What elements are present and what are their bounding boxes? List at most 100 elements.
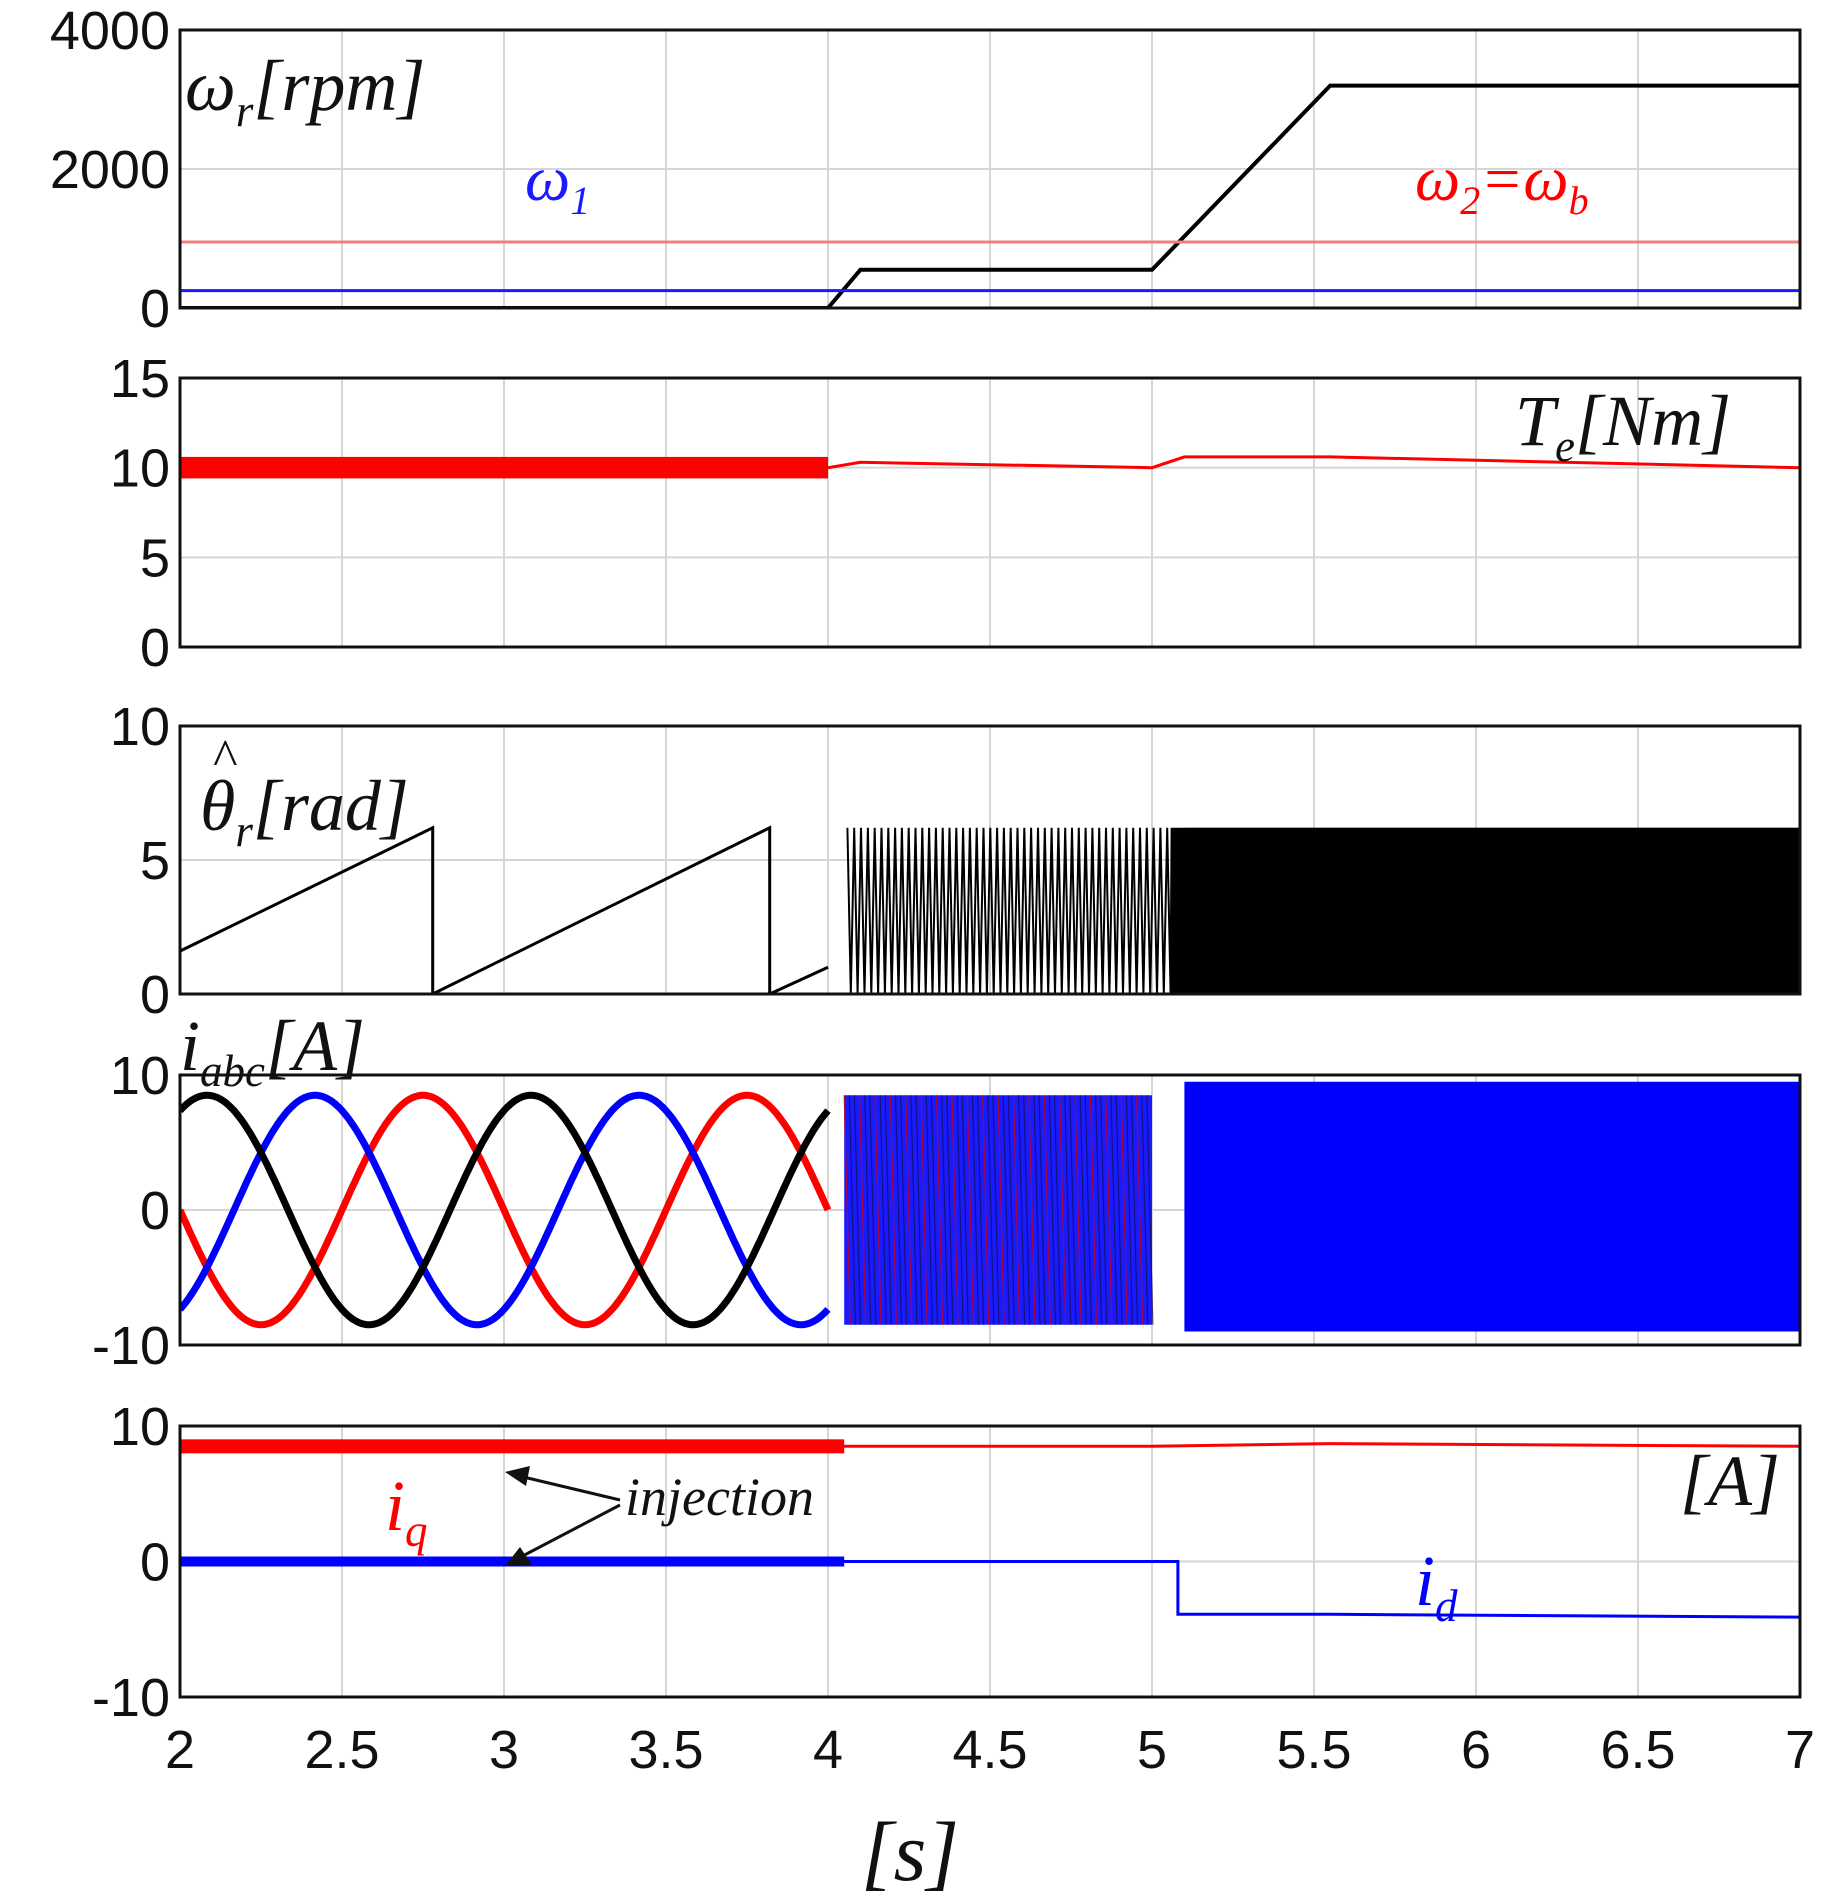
panel-frame bbox=[178, 376, 1802, 649]
y-tick-label: -10 bbox=[92, 1316, 170, 1376]
y-tick-label: 10 bbox=[110, 1397, 170, 1457]
current-streak bbox=[930, 1095, 939, 1325]
y-tick-label: 10 bbox=[110, 439, 170, 499]
current-streak bbox=[1064, 1095, 1072, 1325]
id-annotation: id bbox=[1415, 1541, 1458, 1631]
series-i-b bbox=[180, 1091, 831, 1329]
y-tick-label: 0 bbox=[140, 965, 170, 1025]
series-t-e bbox=[180, 455, 1800, 470]
series-i-c bbox=[180, 1091, 831, 1329]
current-streak bbox=[935, 1095, 944, 1325]
current-streak bbox=[900, 1095, 908, 1325]
current-streak bbox=[1059, 1095, 1067, 1325]
current-streak bbox=[966, 1095, 974, 1325]
current-streak bbox=[992, 1095, 1000, 1325]
current-streak bbox=[874, 1095, 882, 1325]
current-streak bbox=[987, 1095, 995, 1325]
x-tick-label: 4.5 bbox=[952, 1720, 1027, 1780]
y-tick-label: 4000 bbox=[50, 1, 170, 61]
current-streak bbox=[946, 1095, 954, 1325]
x-tick-label: 3 bbox=[489, 1720, 519, 1780]
y-tick-label: 0 bbox=[140, 618, 170, 678]
omega1-annotation: ω1 bbox=[525, 143, 590, 223]
current-streak bbox=[1105, 1095, 1113, 1325]
current-streak bbox=[1028, 1095, 1036, 1325]
panel-theta: 10 5 0 θr[rad]^ bbox=[110, 697, 1802, 1025]
x-tick-label: 3.5 bbox=[628, 1720, 703, 1780]
current-band bbox=[1184, 1081, 1800, 1332]
current-streak bbox=[1074, 1095, 1082, 1325]
y-tick-label: 10 bbox=[110, 1046, 170, 1106]
panel-torque: 15 10 5 0 Te[Nm] bbox=[110, 349, 1802, 678]
current-streak bbox=[997, 1095, 1005, 1325]
theta-hat: ^ bbox=[212, 730, 237, 787]
injection-arrow-lower bbox=[514, 1503, 621, 1562]
panel-frame bbox=[178, 724, 1802, 996]
plot-area bbox=[180, 825, 1800, 994]
plot-area bbox=[180, 83, 1800, 308]
torque-ylabel: Te[Nm] bbox=[1515, 381, 1731, 471]
injection-arrow-upper bbox=[514, 1473, 621, 1502]
current-streak bbox=[925, 1095, 933, 1325]
current-streak bbox=[1094, 1095, 1103, 1325]
x-tick-label: 2 bbox=[165, 1720, 195, 1780]
y-tick-label: 15 bbox=[110, 349, 170, 409]
series--r bbox=[180, 83, 1800, 308]
current-streak bbox=[853, 1095, 862, 1325]
current-streak bbox=[889, 1095, 897, 1325]
current-streak bbox=[1033, 1095, 1041, 1325]
current-streak bbox=[1146, 1095, 1154, 1325]
x-tick-label: 2.5 bbox=[304, 1720, 379, 1780]
y-tick-label: 2000 bbox=[50, 140, 170, 200]
y-tick-label: 0 bbox=[140, 279, 170, 339]
y-tick-label: 0 bbox=[140, 1533, 170, 1593]
current-streak bbox=[1130, 1095, 1139, 1325]
panel-frame bbox=[178, 1424, 1802, 1699]
theta-ylabel: θr[rad] bbox=[200, 766, 409, 856]
current-streak bbox=[879, 1095, 887, 1325]
iq-injection-band bbox=[180, 1439, 845, 1454]
current-streak bbox=[961, 1095, 969, 1325]
current-streak bbox=[848, 1095, 856, 1325]
current-streak bbox=[1002, 1095, 1010, 1325]
current-streak bbox=[894, 1095, 903, 1325]
current-streak bbox=[1100, 1095, 1108, 1325]
current-streak bbox=[905, 1095, 913, 1325]
current-streak bbox=[1084, 1095, 1092, 1325]
current-streak bbox=[982, 1095, 990, 1325]
current-streak bbox=[956, 1095, 964, 1325]
current-streak bbox=[1110, 1095, 1118, 1325]
x-axis-label: [s] bbox=[861, 1806, 959, 1899]
y-tick-label: 0 bbox=[140, 1181, 170, 1241]
x-tick-label: 4 bbox=[813, 1720, 843, 1780]
current-streak bbox=[1069, 1095, 1077, 1325]
omega2-omegab-annotation: ω2=ωb bbox=[1415, 143, 1589, 223]
panel-dq_currents: 10 0 -10 [A] iq id injection bbox=[92, 1397, 1802, 1728]
current-streak bbox=[1038, 1095, 1046, 1325]
current-streak bbox=[884, 1095, 892, 1325]
injection-arrowhead-upper bbox=[505, 1466, 530, 1486]
y-tick-label: 5 bbox=[140, 831, 170, 891]
injection-annotation: injection bbox=[625, 1467, 814, 1527]
current-streak bbox=[971, 1095, 980, 1325]
current-streak bbox=[976, 1095, 985, 1325]
current-streak bbox=[1079, 1095, 1087, 1325]
current-streak bbox=[1115, 1095, 1123, 1325]
currents-abc-ylabel: iabc[A] bbox=[180, 1006, 365, 1096]
current-streak bbox=[864, 1095, 872, 1325]
current-streak bbox=[1120, 1095, 1128, 1325]
y-tick-label: 5 bbox=[140, 528, 170, 588]
x-tick-label: 5 bbox=[1137, 1720, 1167, 1780]
current-streak bbox=[1012, 1095, 1021, 1325]
iq-annotation: iq bbox=[385, 1466, 428, 1556]
current-streak bbox=[951, 1095, 959, 1325]
current-streak bbox=[1089, 1095, 1098, 1325]
dq-ylabel: [A] bbox=[1680, 1441, 1780, 1521]
current-streak bbox=[858, 1095, 867, 1325]
series--r-estimate-dense-region bbox=[1184, 827, 1800, 994]
injection-arrows bbox=[505, 1466, 621, 1566]
injection-arrowhead-lower bbox=[505, 1547, 532, 1566]
x-tick-label: 5.5 bbox=[1276, 1720, 1351, 1780]
x-tick-label: 6 bbox=[1461, 1720, 1491, 1780]
